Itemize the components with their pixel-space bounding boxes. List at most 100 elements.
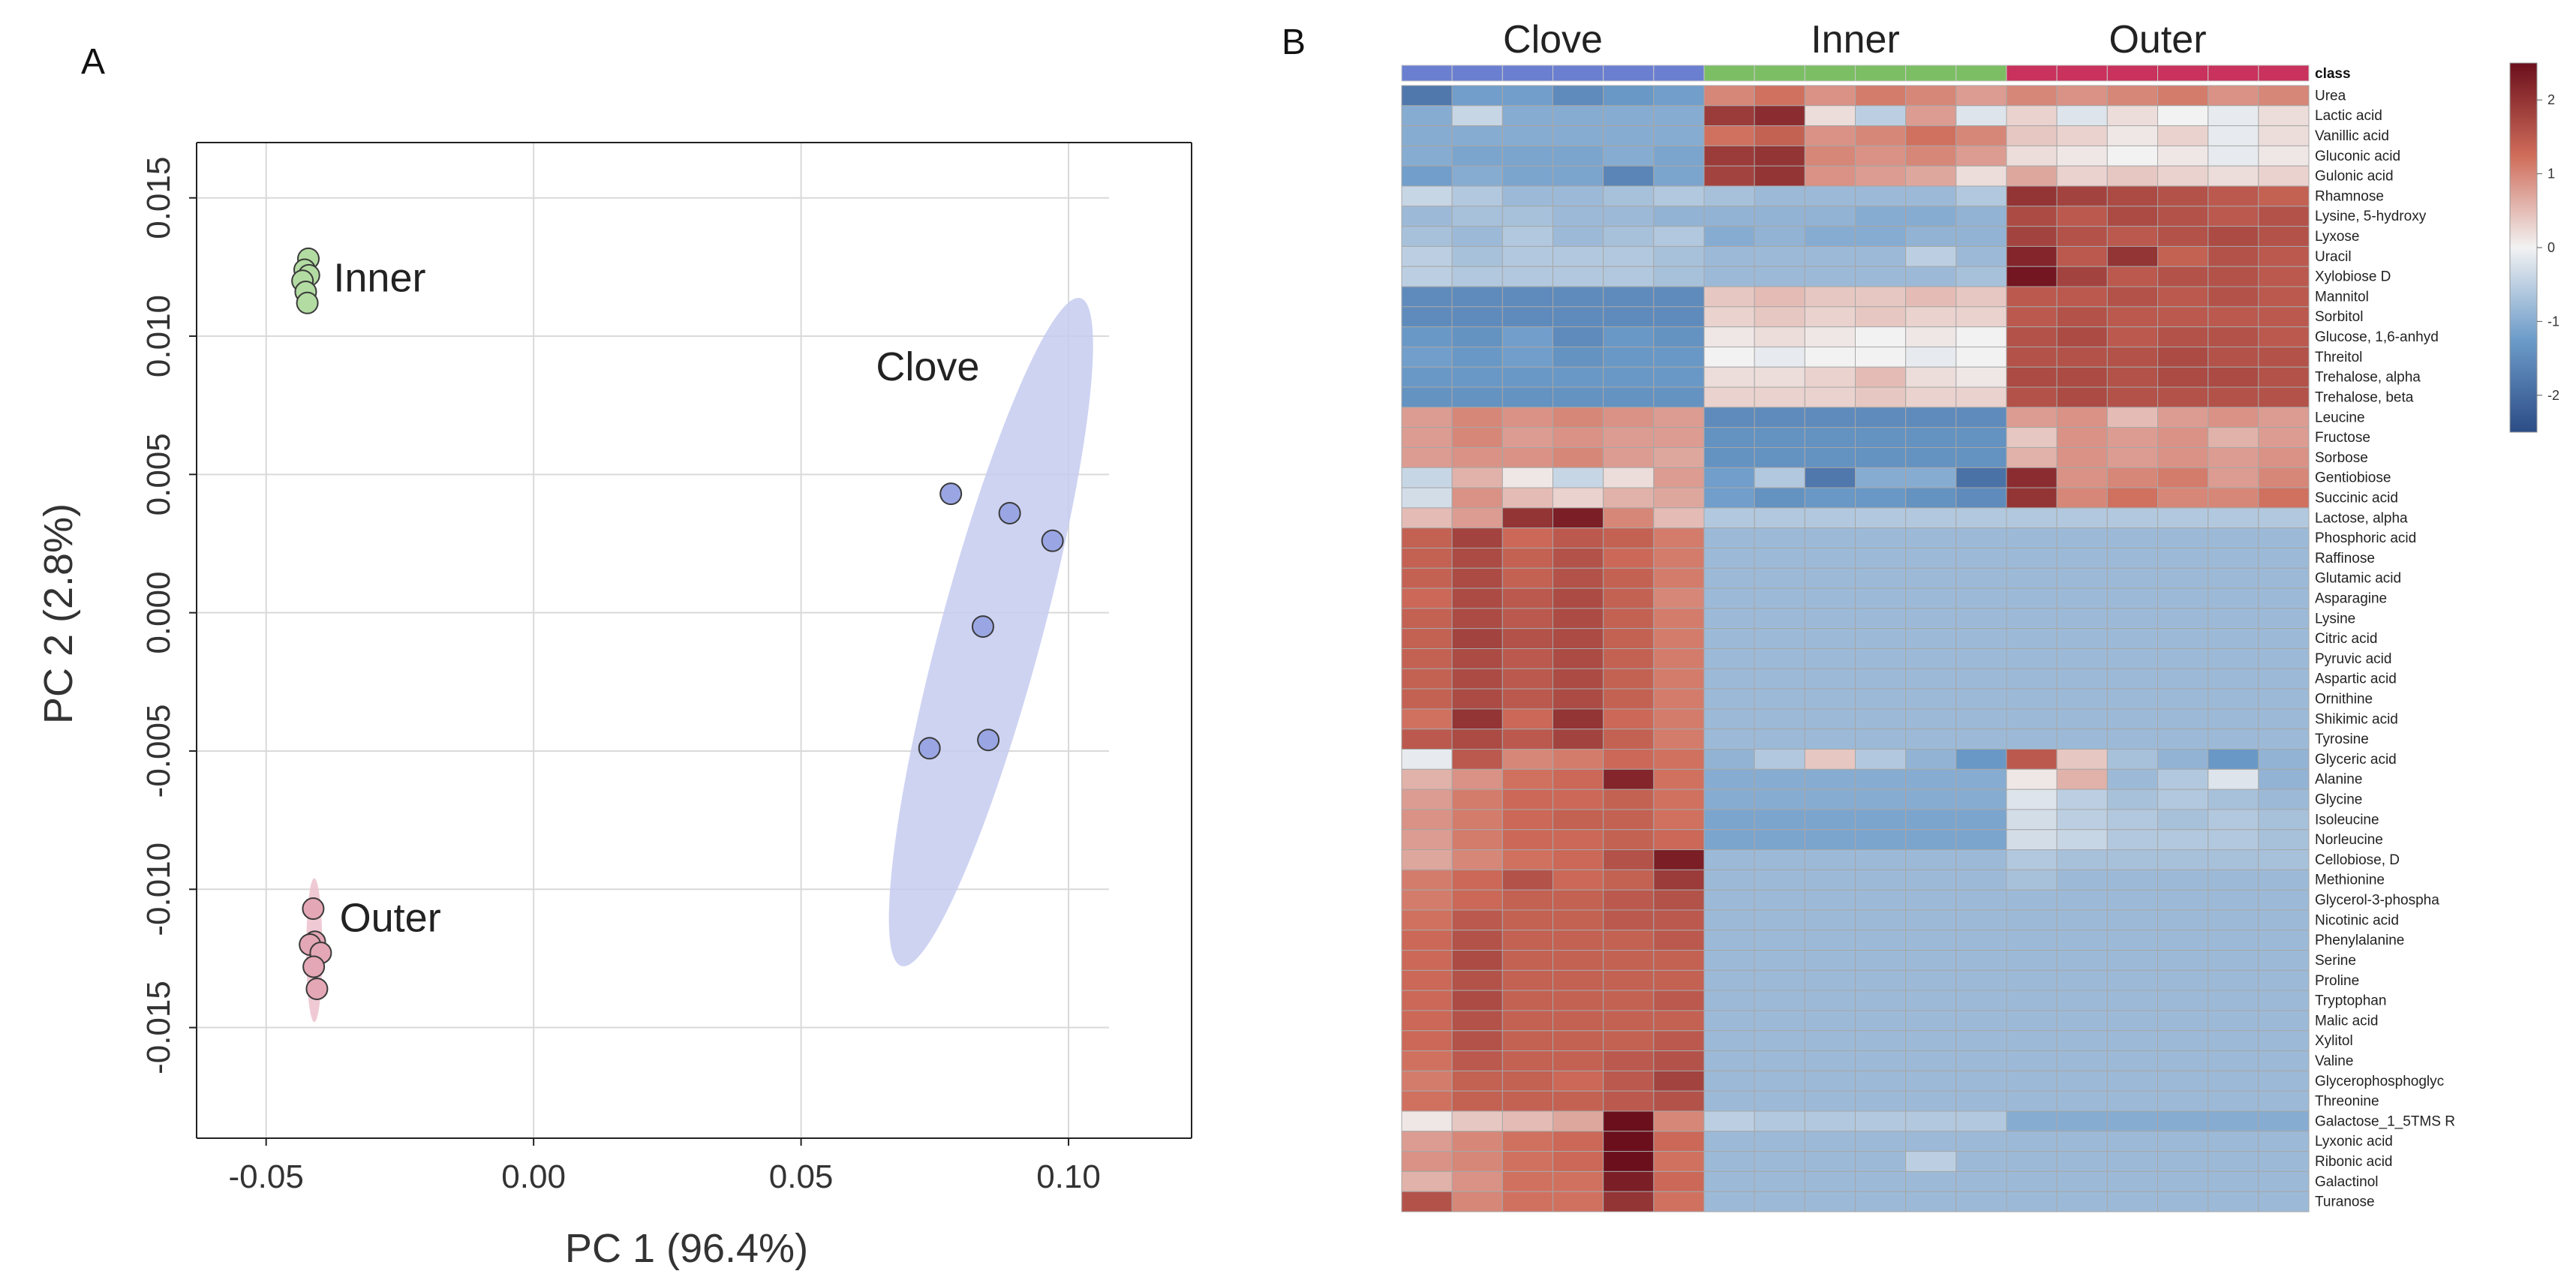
heatmap-class-cell-outer bbox=[2258, 65, 2310, 82]
heatmap-cell bbox=[1955, 668, 2007, 690]
heatmap-group-label-clove: Clove bbox=[1503, 18, 1603, 62]
pca-y-tick-label: -0.015 bbox=[140, 981, 177, 1074]
heatmap-cell bbox=[1603, 628, 1655, 649]
heatmap-cell bbox=[1804, 407, 1856, 428]
pca-y-tick-label: 0.010 bbox=[140, 295, 177, 377]
heatmap-cell bbox=[2006, 507, 2057, 529]
heatmap-cell bbox=[1804, 930, 1856, 951]
heatmap-row-label: Glycerophosphoglyc bbox=[2315, 1074, 2444, 1089]
heatmap-row-label: Glutamic acid bbox=[2315, 571, 2401, 587]
heatmap-cell bbox=[2056, 245, 2108, 267]
heatmap-cell bbox=[1653, 206, 1705, 227]
heatmap-cell bbox=[1451, 487, 1503, 509]
heatmap-cell bbox=[1451, 729, 1503, 750]
heatmap-cell bbox=[1754, 829, 1805, 851]
heatmap-cell bbox=[1754, 185, 1805, 207]
heatmap-cell bbox=[2056, 547, 2108, 569]
heatmap-cell bbox=[1905, 386, 1957, 408]
heatmap-cell bbox=[1905, 407, 1957, 428]
heatmap-cell bbox=[1553, 990, 1604, 1011]
heatmap-class-cell-clove bbox=[1603, 65, 1655, 82]
heatmap-cell bbox=[2006, 1090, 2057, 1112]
heatmap-cell bbox=[2106, 286, 2158, 308]
heatmap-cell bbox=[1501, 427, 1554, 448]
heatmap-cell bbox=[2056, 145, 2108, 167]
heatmap-cell bbox=[1401, 306, 1453, 328]
heatmap-cell bbox=[1401, 467, 1453, 488]
heatmap-cell bbox=[2056, 507, 2108, 529]
heatmap-cell bbox=[1553, 950, 1604, 971]
heatmap-cell bbox=[1603, 749, 1655, 770]
heatmap-cell bbox=[1754, 1030, 1805, 1052]
heatmap-cell bbox=[2208, 708, 2259, 730]
heatmap-cell bbox=[1451, 206, 1503, 227]
heatmap-cell bbox=[1603, 407, 1655, 428]
heatmap-cell bbox=[1754, 547, 1805, 569]
heatmap-cell bbox=[1754, 1131, 1805, 1152]
heatmap-cell bbox=[1855, 346, 1907, 368]
heatmap-cell bbox=[2208, 507, 2259, 529]
heatmap-cell bbox=[2006, 587, 2057, 609]
heatmap-cell bbox=[2157, 145, 2209, 167]
heatmap-cell bbox=[2258, 1170, 2310, 1192]
heatmap-cell bbox=[2208, 206, 2259, 227]
heatmap-cell bbox=[2208, 487, 2259, 509]
heatmap-cell bbox=[1804, 446, 1856, 468]
heatmap-class-cell-inner bbox=[1905, 65, 1957, 82]
heatmap-row-label: Shikimic acid bbox=[2315, 711, 2398, 727]
heatmap-cell bbox=[1451, 1070, 1503, 1092]
heatmap-cell bbox=[1703, 1030, 1755, 1052]
heatmap-cell bbox=[2056, 407, 2108, 428]
pca-tick-labels: -0.05 0.00 0.05 0.10 0.015 0.010 0.005 0.000 -0.… bbox=[140, 157, 1101, 1195]
heatmap-cell bbox=[1804, 487, 1856, 509]
heatmap-cell bbox=[1451, 909, 1503, 931]
heatmap-cell bbox=[1553, 206, 1604, 227]
heatmap-cell bbox=[1955, 1010, 2007, 1032]
heatmap-cell bbox=[2157, 1131, 2209, 1152]
heatmap-cell bbox=[2056, 326, 2108, 347]
heatmap-cell bbox=[1653, 547, 1705, 569]
heatmap-cell bbox=[2006, 567, 2057, 589]
heatmap-cell bbox=[2258, 829, 2310, 851]
heatmap-cell bbox=[1451, 1151, 1503, 1172]
heatmap-cell bbox=[1754, 809, 1805, 831]
heatmap-cell bbox=[1653, 85, 1705, 107]
heatmap-cell bbox=[1804, 969, 1856, 991]
heatmap-cell bbox=[2106, 366, 2158, 388]
heatmap-cell bbox=[1653, 326, 1705, 347]
heatmap-cell bbox=[1451, 1050, 1503, 1071]
heatmap-cell bbox=[1855, 768, 1907, 790]
heatmap-cell bbox=[2258, 729, 2310, 750]
heatmap-cell bbox=[1855, 266, 1907, 287]
heatmap-cell bbox=[1855, 326, 1907, 347]
heatmap-cell bbox=[1451, 969, 1503, 991]
heatmap-cell bbox=[2056, 688, 2108, 710]
heatmap-cell bbox=[2006, 749, 2057, 770]
heatmap-row-label: Lyxose bbox=[2315, 229, 2360, 245]
heatmap-cell bbox=[2006, 930, 2057, 951]
pca-y-tick-label: -0.010 bbox=[140, 843, 177, 936]
heatmap-cell bbox=[1501, 768, 1554, 790]
heatmap-cell bbox=[1855, 688, 1907, 710]
heatmap-cell bbox=[1553, 1191, 1604, 1212]
heatmap-cell bbox=[2208, 306, 2259, 328]
pca-point-clove bbox=[939, 482, 963, 506]
heatmap-cell bbox=[2258, 1110, 2310, 1132]
heatmap-cell bbox=[1553, 628, 1604, 649]
heatmap-row-label: Sorbitol bbox=[2315, 309, 2363, 325]
heatmap-cell bbox=[1955, 889, 2007, 911]
heatmap-cell bbox=[2258, 708, 2310, 730]
heatmap-cell bbox=[1754, 1050, 1805, 1071]
heatmap-cell bbox=[1451, 1030, 1503, 1052]
heatmap-cell bbox=[2056, 286, 2108, 308]
heatmap-cell bbox=[1501, 829, 1554, 851]
heatmap-cell bbox=[2157, 1070, 2209, 1092]
heatmap-cell bbox=[1905, 527, 1957, 548]
heatmap-cell bbox=[1553, 1131, 1604, 1152]
heatmap-cell bbox=[1603, 145, 1655, 167]
heatmap-cell bbox=[1804, 1070, 1856, 1092]
heatmap-cell bbox=[2208, 366, 2259, 388]
heatmap-cell bbox=[1501, 969, 1554, 991]
heatmap-cell bbox=[1653, 909, 1705, 931]
heatmap-cell bbox=[1401, 386, 1453, 408]
